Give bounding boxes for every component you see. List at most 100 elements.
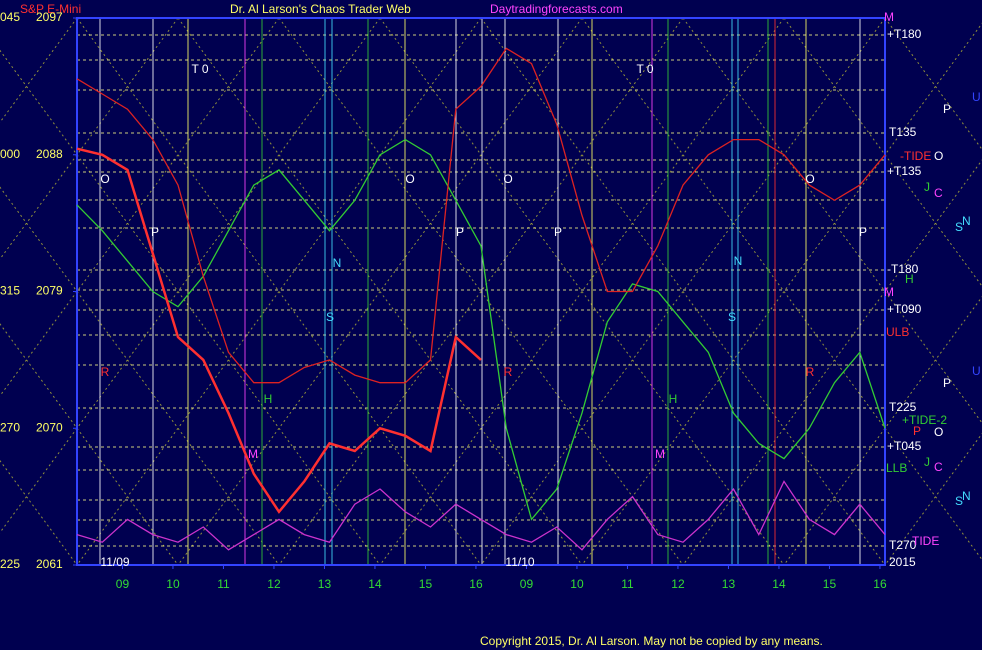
y-tick-label: 2070 xyxy=(36,420,63,434)
x-tick-label: 10 xyxy=(570,577,584,591)
annotation: R xyxy=(101,365,110,379)
decor-diagonal xyxy=(783,296,982,566)
right-label: P xyxy=(943,376,951,390)
right-label: +T045 xyxy=(887,439,922,453)
x-tick-label: 16 xyxy=(469,577,483,591)
decor-diagonal xyxy=(0,459,78,566)
y-tick-label: 2097 xyxy=(36,10,63,24)
annotation: M xyxy=(655,447,665,461)
annotation: S xyxy=(326,310,334,324)
x-tick-label: 14 xyxy=(368,577,382,591)
header-site: Daytradingforecasts.com xyxy=(490,2,623,16)
annotation: R xyxy=(806,365,815,379)
annotation: 11/10 xyxy=(505,555,534,569)
right-label: N xyxy=(962,214,971,228)
right-label: H xyxy=(905,272,914,286)
right-label: T135 xyxy=(889,125,917,139)
y-tick-label: 2088 xyxy=(36,147,63,161)
series-line xyxy=(76,47,886,384)
left-label: 315 xyxy=(0,284,20,298)
right-label: J xyxy=(924,180,930,194)
annotation: N xyxy=(333,256,342,270)
annotation: P xyxy=(151,225,159,239)
left-label: 045 xyxy=(0,10,20,24)
right-label: P xyxy=(943,102,951,116)
y-tick-label: 2061 xyxy=(36,557,63,571)
annotation: H xyxy=(669,392,678,406)
x-tick-label: 10 xyxy=(166,577,180,591)
right-label: -TIDE xyxy=(900,149,931,163)
annotation: T 0 xyxy=(191,62,208,76)
decor-diagonal xyxy=(0,17,381,534)
annotation: N xyxy=(734,254,743,268)
annotation: R xyxy=(504,365,513,379)
decor-diagonal xyxy=(884,432,982,566)
x-tick-label: 14 xyxy=(772,577,786,591)
annotation: P xyxy=(456,225,464,239)
right-label: O xyxy=(934,425,943,439)
annotation: O xyxy=(503,172,512,186)
right-label: +TIDE-2 xyxy=(902,413,947,427)
decor-diagonal xyxy=(480,17,886,566)
x-tick-label: 11 xyxy=(621,577,634,591)
header-title: Dr. Al Larson's Chaos Trader Web xyxy=(230,2,411,16)
x-tick-label: 16 xyxy=(873,577,887,591)
right-label: N xyxy=(962,489,971,503)
x-tick-label: 13 xyxy=(722,577,736,591)
x-tick-label: 15 xyxy=(823,577,837,591)
right-label: TIDE xyxy=(912,534,939,548)
right-label: -T180 xyxy=(887,262,919,276)
x-tick-label: 12 xyxy=(267,577,281,591)
decor-diagonal xyxy=(379,17,785,566)
x-tick-label: 11 xyxy=(217,577,230,591)
series-line xyxy=(76,138,886,521)
annotation: P xyxy=(554,225,562,239)
x-tick-label: 13 xyxy=(318,577,332,591)
right-label: S xyxy=(955,220,963,234)
right-label: +T180 xyxy=(887,27,922,41)
x-tick-label: 15 xyxy=(419,577,433,591)
right-label: +T135 xyxy=(887,164,922,178)
right-label: C xyxy=(934,186,943,200)
right-label: ULB xyxy=(886,325,909,339)
x-tick-label: 09 xyxy=(116,577,130,591)
annotation: T 0 xyxy=(636,62,653,76)
left-label: 270 xyxy=(0,420,20,434)
annotation: O xyxy=(405,172,414,186)
header-symbol: S&P E-Mini xyxy=(20,2,81,16)
right-label: T270 xyxy=(889,538,917,552)
x-tick-label: 09 xyxy=(520,577,534,591)
decor-diagonal xyxy=(0,323,179,566)
series-line xyxy=(76,147,482,514)
y-tick-label: 2079 xyxy=(36,284,63,298)
annotation: S xyxy=(728,310,736,324)
right-label: S xyxy=(955,494,963,508)
right-label: P xyxy=(913,424,921,438)
annotation: O xyxy=(100,172,109,186)
annotation: 11/09 xyxy=(100,555,129,569)
left-label: 000 xyxy=(0,147,20,161)
annotation: M xyxy=(248,447,258,461)
right-label: M xyxy=(884,10,894,24)
right-label: T225 xyxy=(889,400,917,414)
decor-diagonal xyxy=(278,17,684,566)
right-label: M xyxy=(884,285,894,299)
annotation: H xyxy=(264,392,273,406)
right-label: U xyxy=(972,364,981,378)
right-label: +T090 xyxy=(887,302,922,316)
left-label: 225 xyxy=(0,557,20,571)
decor-diagonal xyxy=(581,22,982,566)
right-label: O xyxy=(934,149,943,163)
annotation: O xyxy=(805,172,814,186)
series-line xyxy=(76,480,886,551)
right-label: J xyxy=(924,455,930,469)
right-label: C xyxy=(934,460,943,474)
decor-diagonal xyxy=(76,17,482,566)
x-tick-label: 12 xyxy=(671,577,685,591)
annotation: P xyxy=(859,225,867,239)
copyright: Copyright 2015, Dr. Al Larson. May not b… xyxy=(480,634,823,648)
right-label: 2015 xyxy=(889,555,916,569)
